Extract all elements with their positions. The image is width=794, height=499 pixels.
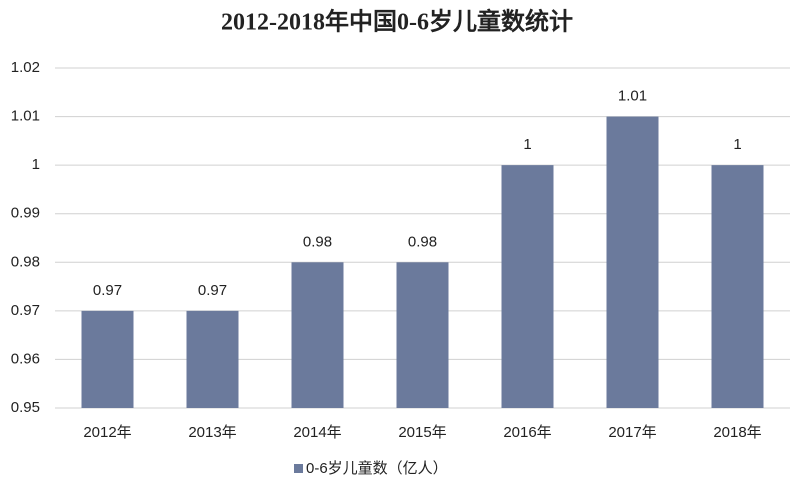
bar [291,262,344,408]
x-tick-label: 2018年 [713,424,761,441]
y-tick-label: 0.95 [11,399,40,416]
legend-swatch [294,464,303,473]
data-label: 1.01 [618,88,647,105]
y-tick-label: 1.02 [11,59,40,76]
bar [396,262,449,408]
data-label: 0.97 [198,282,227,299]
bar [501,165,554,408]
legend-label: 0-6岁儿童数（亿人） [306,459,448,477]
data-label: 1 [523,136,531,153]
y-tick-label: 1.01 [11,108,40,125]
bar [81,310,134,408]
y-tick-label: 0.97 [11,302,40,319]
y-tick-label: 0.98 [11,253,40,270]
x-tick-label: 2015年 [398,424,446,441]
x-tick-label: 2017年 [608,424,656,441]
x-tick-label: 2014年 [293,424,341,441]
y-tick-label: 1 [32,156,40,173]
data-label: 0.97 [93,282,122,299]
y-tick-label: 0.96 [11,350,40,367]
data-label: 0.98 [408,233,437,250]
chart-title: 2012-2018年中国0-6岁儿童数统计 [221,8,573,36]
y-tick-label: 0.99 [11,205,40,222]
x-tick-label: 2012年 [83,424,131,441]
data-label: 0.98 [303,233,332,250]
bar [711,165,764,408]
data-label: 1 [733,136,741,153]
x-tick-label: 2016年 [503,424,551,441]
bar [186,310,239,408]
x-tick-label: 2013年 [188,424,236,441]
bar [606,116,659,409]
